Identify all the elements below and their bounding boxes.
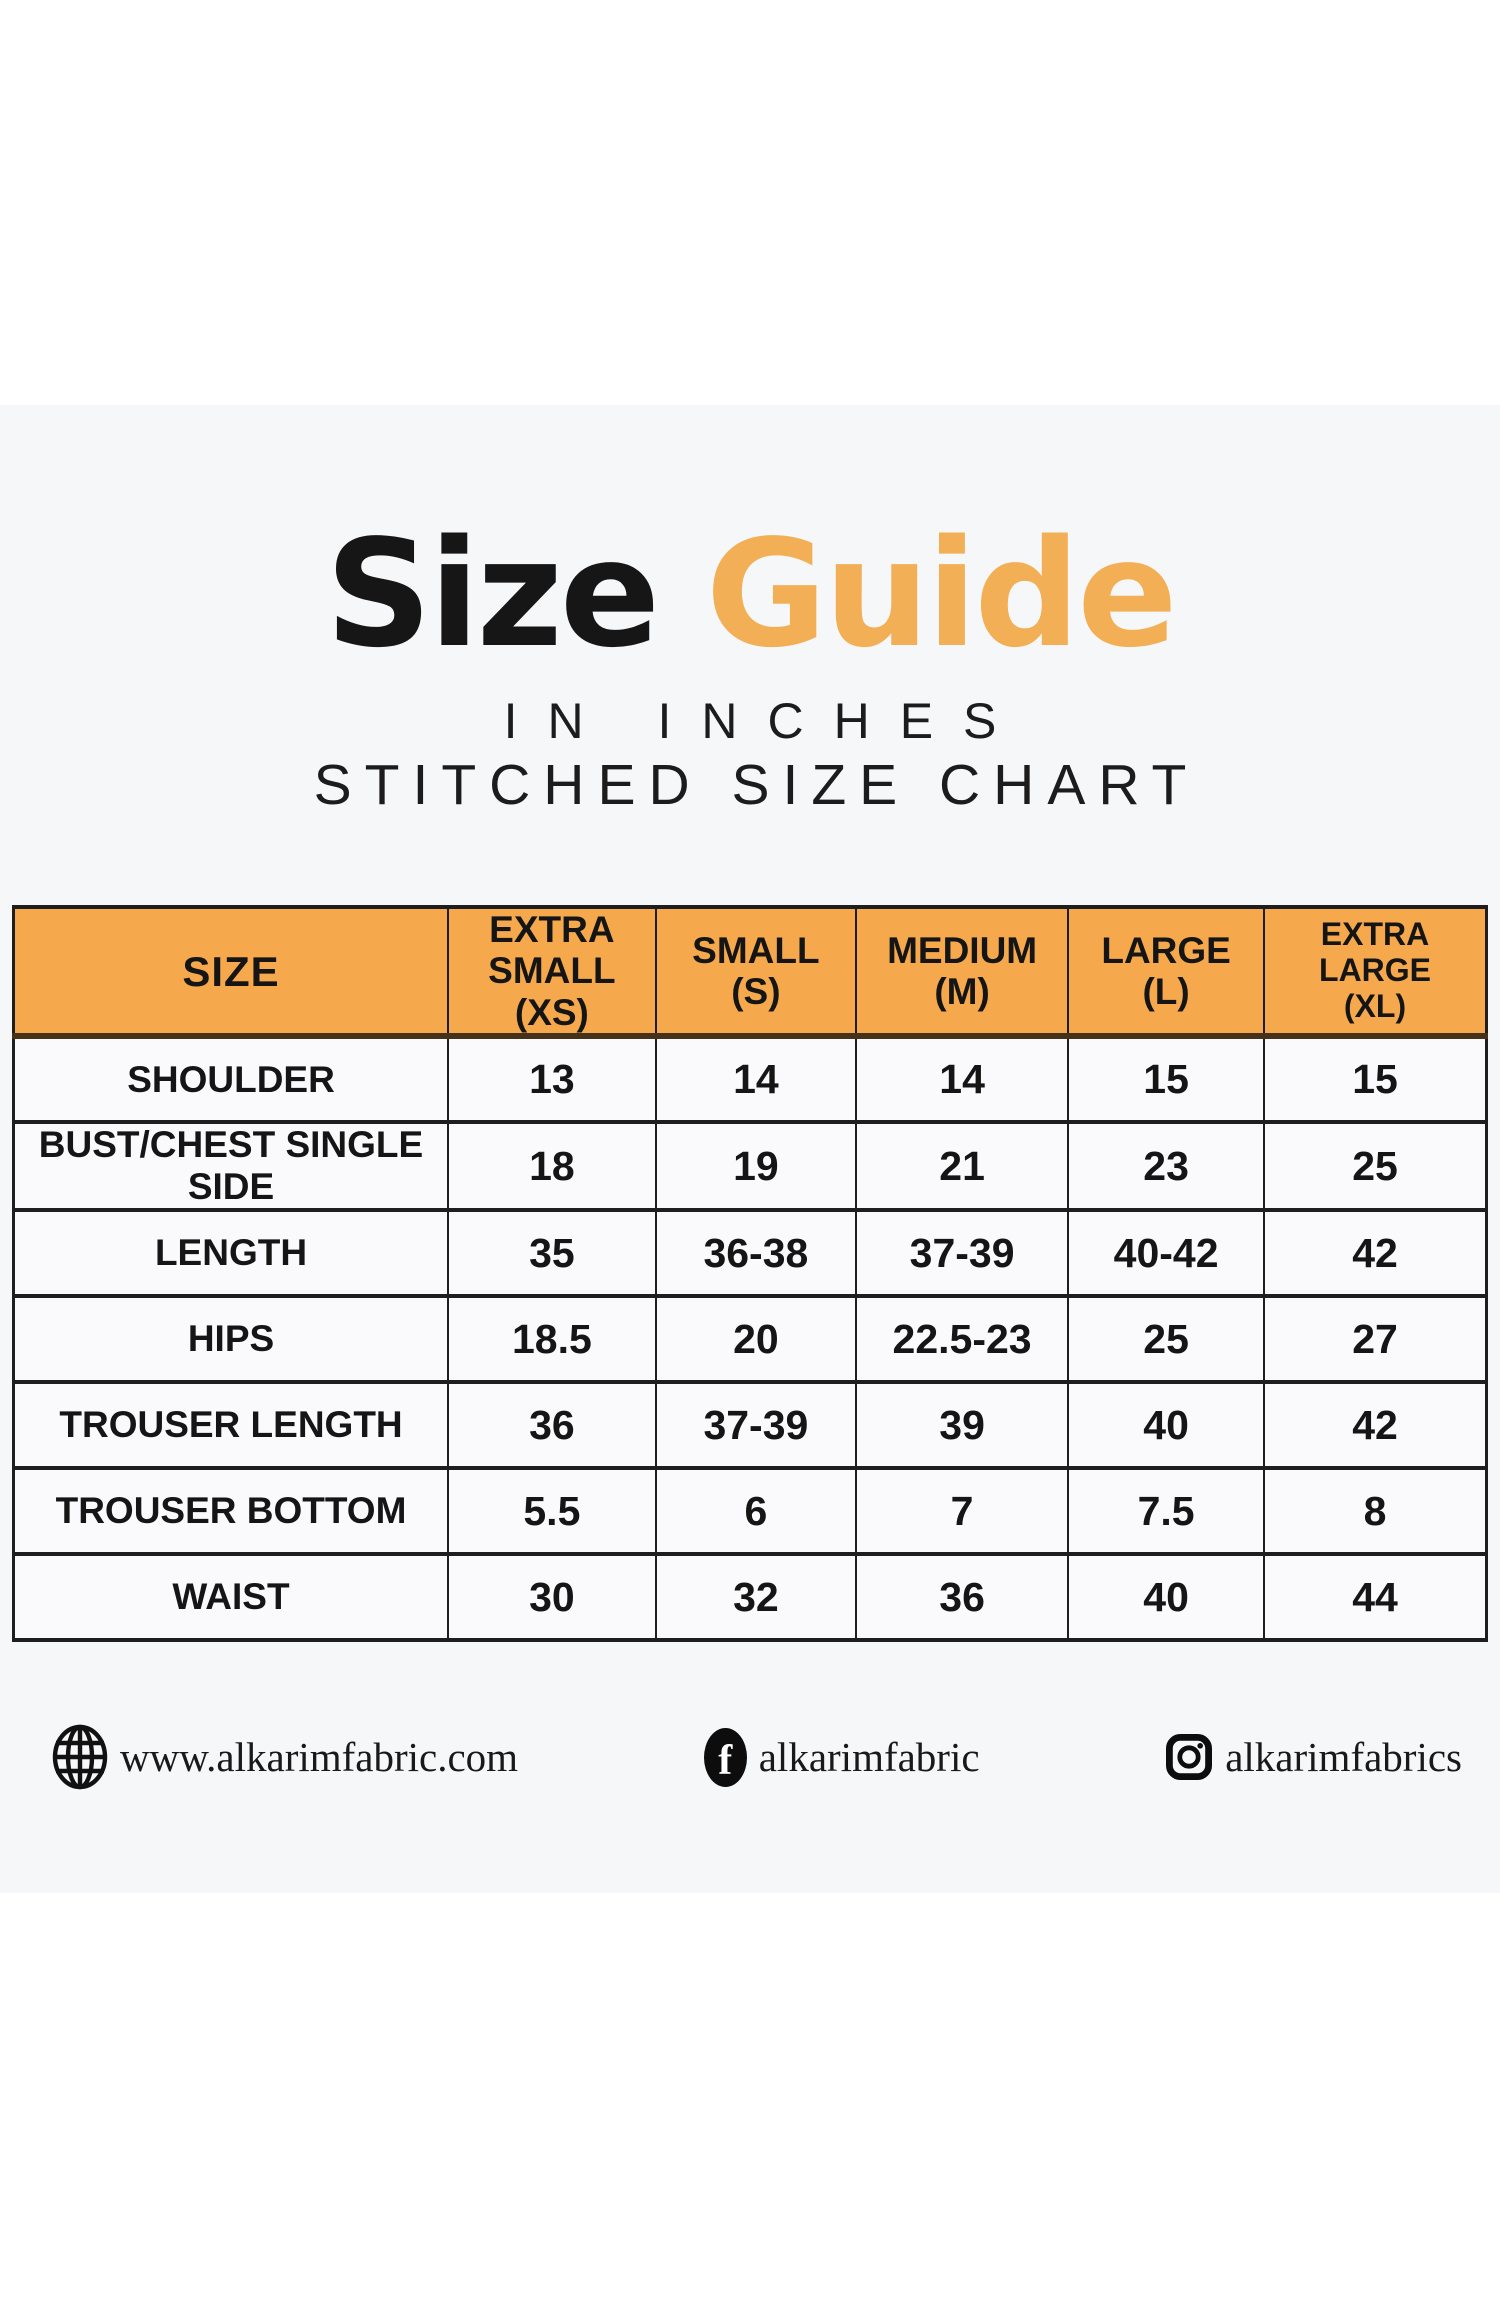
cell-value: 40: [1067, 1380, 1266, 1471]
header-medium: MEDIUM (M): [855, 904, 1070, 1040]
cell-value: 14: [654, 1034, 858, 1125]
cell-value: 22.5-23: [855, 1294, 1070, 1385]
cell-value: 40: [1067, 1552, 1266, 1643]
cell-value: 37-39: [654, 1380, 858, 1471]
globe-icon: [52, 1724, 108, 1790]
row-label: WAIST: [12, 1552, 450, 1643]
footer: www.alkarimfabric.com f alkarimfabric al…: [0, 1718, 1500, 1796]
cell-value: 44: [1263, 1552, 1488, 1643]
cell-value: 15: [1067, 1034, 1266, 1125]
cell-value: 37-39: [855, 1208, 1070, 1299]
row-label: TROUSER BOTTOM: [12, 1466, 450, 1557]
header-small: SMALL (S): [654, 904, 858, 1040]
cell-value: 21: [855, 1120, 1070, 1213]
cell-value: 8: [1263, 1466, 1488, 1557]
cell-value: 25: [1263, 1120, 1488, 1213]
header-size: SIZE: [12, 904, 450, 1040]
cell-value: 7: [855, 1466, 1070, 1557]
page-title: Size Guide: [0, 520, 1500, 668]
cell-value: 30: [447, 1552, 657, 1643]
cell-value: 14: [855, 1034, 1070, 1125]
title-word-size: Size: [325, 508, 660, 680]
cell-value: 27: [1263, 1294, 1488, 1385]
size-chart-table: SIZE EXTRA SMALL (XS) SMALL (S) MEDIUM (…: [12, 904, 1488, 1643]
cell-value: 36: [855, 1552, 1070, 1643]
cell-value: 32: [654, 1552, 858, 1643]
cell-value: 15: [1263, 1034, 1488, 1125]
cell-value: 18.5: [447, 1294, 657, 1385]
table-row-bust-chest: BUST/CHEST SINGLE SIDE 18 19 21 23 25: [12, 1120, 1488, 1213]
cell-value: 39: [855, 1380, 1070, 1471]
title-word-guide: Guide: [705, 508, 1178, 680]
facebook-icon: f: [703, 1727, 747, 1787]
cell-value: 36-38: [654, 1208, 858, 1299]
table-row-trouser-length: TROUSER LENGTH 36 37-39 39 40 42: [12, 1380, 1488, 1471]
cell-value: 42: [1263, 1208, 1488, 1299]
table-row-hips: HIPS 18.5 20 22.5-23 25 27: [12, 1294, 1488, 1385]
cell-value: 40-42: [1067, 1208, 1266, 1299]
row-label: HIPS: [12, 1294, 450, 1385]
cell-value: 13: [447, 1034, 657, 1125]
table-row-waist: WAIST 30 32 36 40 44: [12, 1552, 1488, 1643]
cell-value: 42: [1263, 1380, 1488, 1471]
instagram-handle: alkarimfabrics: [1225, 1734, 1462, 1780]
row-label: SHOULDER: [12, 1034, 450, 1125]
cell-value: 35: [447, 1208, 657, 1299]
cell-value: 18: [447, 1120, 657, 1213]
subtitle-stitched-size-chart: STITCHED SIZE CHART: [313, 753, 1200, 817]
cell-value: 25: [1067, 1294, 1266, 1385]
row-label: TROUSER LENGTH: [12, 1380, 450, 1471]
website-text: www.alkarimfabric.com: [120, 1734, 519, 1780]
footer-instagram: alkarimfabrics: [1165, 1733, 1462, 1781]
row-label: BUST/CHEST SINGLE SIDE: [12, 1120, 450, 1213]
cell-value: 7.5: [1067, 1466, 1266, 1557]
cell-value: 19: [654, 1120, 858, 1213]
table-header-row: SIZE EXTRA SMALL (XS) SMALL (S) MEDIUM (…: [12, 904, 1488, 1040]
table-row-trouser-bottom: TROUSER BOTTOM 5.5 6 7 7.5 8: [12, 1466, 1488, 1557]
row-label: LENGTH: [12, 1208, 450, 1299]
footer-website: www.alkarimfabric.com: [52, 1724, 518, 1790]
subtitle-in-inches: IN INCHES: [503, 693, 1027, 749]
cell-value: 23: [1067, 1120, 1266, 1213]
header-large: LARGE (L): [1067, 904, 1266, 1040]
header-extra-small: EXTRA SMALL (XS): [447, 904, 657, 1040]
footer-facebook: f alkarimfabric: [703, 1727, 980, 1787]
cell-value: 20: [654, 1294, 858, 1385]
cell-value: 6: [654, 1466, 858, 1557]
instagram-icon: [1165, 1733, 1213, 1781]
table-row-shoulder: SHOULDER 13 14 14 15 15: [12, 1034, 1488, 1125]
cell-value: 5.5: [447, 1466, 657, 1557]
table-row-length: LENGTH 35 36-38 37-39 40-42 42: [12, 1208, 1488, 1299]
facebook-handle: alkarimfabric: [758, 1734, 980, 1780]
cell-value: 36: [447, 1380, 657, 1471]
header-extra-large: EXTRA LARGE (XL): [1263, 904, 1488, 1040]
